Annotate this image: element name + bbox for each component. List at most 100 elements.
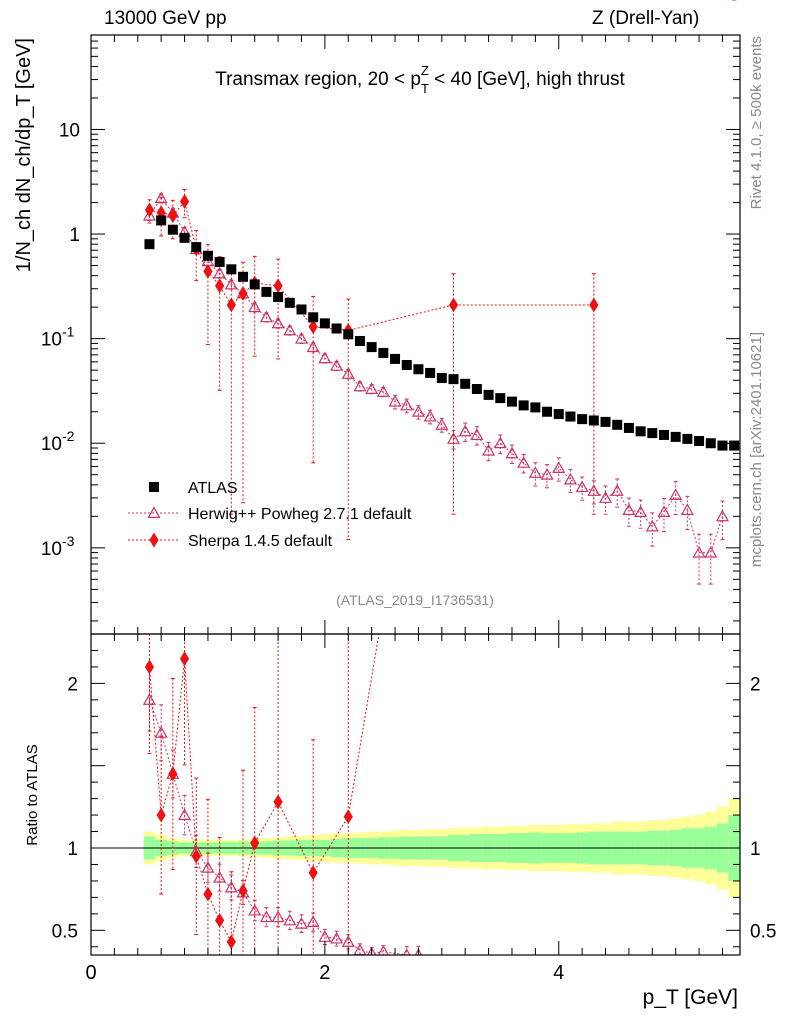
atlas-point (682, 433, 693, 444)
legend-atlas-marker (149, 482, 159, 492)
atlas-point (506, 396, 517, 407)
atlas-point (354, 335, 365, 346)
atlas-point (635, 426, 646, 437)
atlas-point (612, 419, 623, 430)
atlas-point (448, 374, 459, 385)
sherpa-point (308, 319, 318, 335)
ratio-frame (90, 633, 741, 956)
atlas-point (202, 250, 213, 261)
herwig-point (341, 367, 355, 379)
herwig-point (505, 446, 519, 459)
sherpa-point (589, 297, 599, 313)
herwig-point (692, 545, 706, 558)
sherpa-ratio-point (168, 766, 178, 782)
y-axis-label: 1/N_ch dN_ch/dp_T [GeV] (13, 38, 35, 272)
herwig-point (458, 424, 472, 437)
header-left: 13000 GeV pp (104, 8, 227, 29)
herwig-line (149, 197, 723, 554)
atlas-point (425, 367, 436, 378)
atlas-point (658, 429, 669, 440)
sherpa-ratio-point (215, 912, 225, 928)
herwig-point (388, 394, 402, 407)
atlas-point (729, 440, 740, 451)
atlas-point (144, 239, 155, 250)
atlas-point (460, 378, 471, 389)
sherpa-point (168, 208, 178, 224)
herwig-point (634, 505, 648, 518)
sherpa-ratio-line (148, 634, 380, 944)
atlas-point (366, 342, 377, 353)
herwig-ratio-point (248, 903, 262, 916)
atlas-point (565, 411, 576, 422)
chart-title: Transmax region, 20 < pTZ < 40 [GeV], hi… (215, 63, 625, 96)
x-axis-label: p_T [GeV] (643, 986, 738, 1009)
ratio-tick-label-right: 0.5 (750, 921, 776, 942)
herwig-point (599, 491, 613, 503)
herwig-point (552, 461, 566, 473)
y-tick-label: 10 (41, 330, 62, 351)
herwig-point (365, 382, 379, 395)
x-tick-label: 0 (85, 962, 96, 984)
sherpa-point (226, 297, 236, 313)
herwig-point (493, 436, 507, 449)
title-part: < 40 [GeV], high thrust (429, 69, 626, 90)
rivet-label: Rivet 4.1.0, ≥ 500k events (748, 36, 765, 209)
atlas-point (436, 373, 447, 384)
axis-labels: Transmax region, 20 < pTZ < 40 [GeV], hi… (13, 36, 765, 1009)
herwig-ratio-line (148, 699, 419, 955)
y-tick-label-exp: -1 (62, 324, 75, 340)
herwig-point (563, 472, 577, 485)
legend: ATLAS Herwig++ Powheg 2.7.1 default Sherpa… (128, 480, 412, 550)
herwig-point (283, 323, 297, 336)
title-sub: T (421, 81, 429, 96)
atlas-point (518, 400, 529, 411)
sherpa-ratio-point (308, 865, 318, 881)
atlas-point (308, 312, 319, 323)
sherpa-ratio-point (238, 883, 248, 899)
herwig-point (400, 398, 414, 411)
sherpa-point (203, 263, 213, 279)
herwig-point (657, 505, 671, 518)
atlas-point (588, 415, 599, 426)
title-part: Transmax region, 20 < p (215, 69, 421, 90)
sherpa-ratio-point (191, 848, 201, 864)
ratio-tick-label-right: 2 (750, 674, 761, 695)
atlas-point (156, 215, 167, 226)
atlas-point (530, 402, 541, 413)
y-tick-label-exp: -2 (62, 428, 75, 444)
herwig-point (575, 480, 589, 493)
sherpa-ratio-point (203, 886, 213, 902)
herwig-point (610, 484, 624, 496)
sherpa-ratio-point (273, 794, 283, 810)
y-tick-label: 10 (41, 434, 62, 455)
legend-label: Sherpa 1.4.5 default (188, 533, 333, 550)
legend-label: ATLAS (188, 480, 238, 497)
atlas-point (670, 431, 681, 442)
sherpa-point (238, 286, 248, 301)
header-right: Z (Drell-Yan) (592, 8, 700, 29)
herwig-point (259, 310, 273, 323)
ratio-tick-label-right: 1 (750, 839, 761, 860)
sherpa-point (273, 278, 283, 294)
analysis-tag: (ATLAS_2019_I1736531) (336, 592, 494, 608)
herwig-ratio-point (377, 944, 389, 955)
ratio-tick-label-left: 2 (67, 674, 78, 695)
sherpa-point (448, 297, 459, 313)
atlas-point (413, 364, 424, 375)
ratio-clipped (142, 634, 423, 955)
atlas-point (542, 406, 553, 417)
atlas-point (214, 257, 225, 268)
herwig-ratio-point (366, 946, 377, 955)
y-tick-label-exp: -3 (62, 533, 75, 549)
herwig-ratio-point (178, 808, 192, 821)
herwig-point (540, 467, 554, 480)
herwig-point (224, 277, 238, 290)
herwig-point (622, 503, 636, 515)
herwig-point (669, 488, 683, 500)
sherpa-ratio-point (156, 807, 166, 823)
top-data-marks (142, 0, 740, 585)
sherpa-ratio-point (250, 835, 260, 851)
sherpa-ratio-point (343, 809, 353, 825)
